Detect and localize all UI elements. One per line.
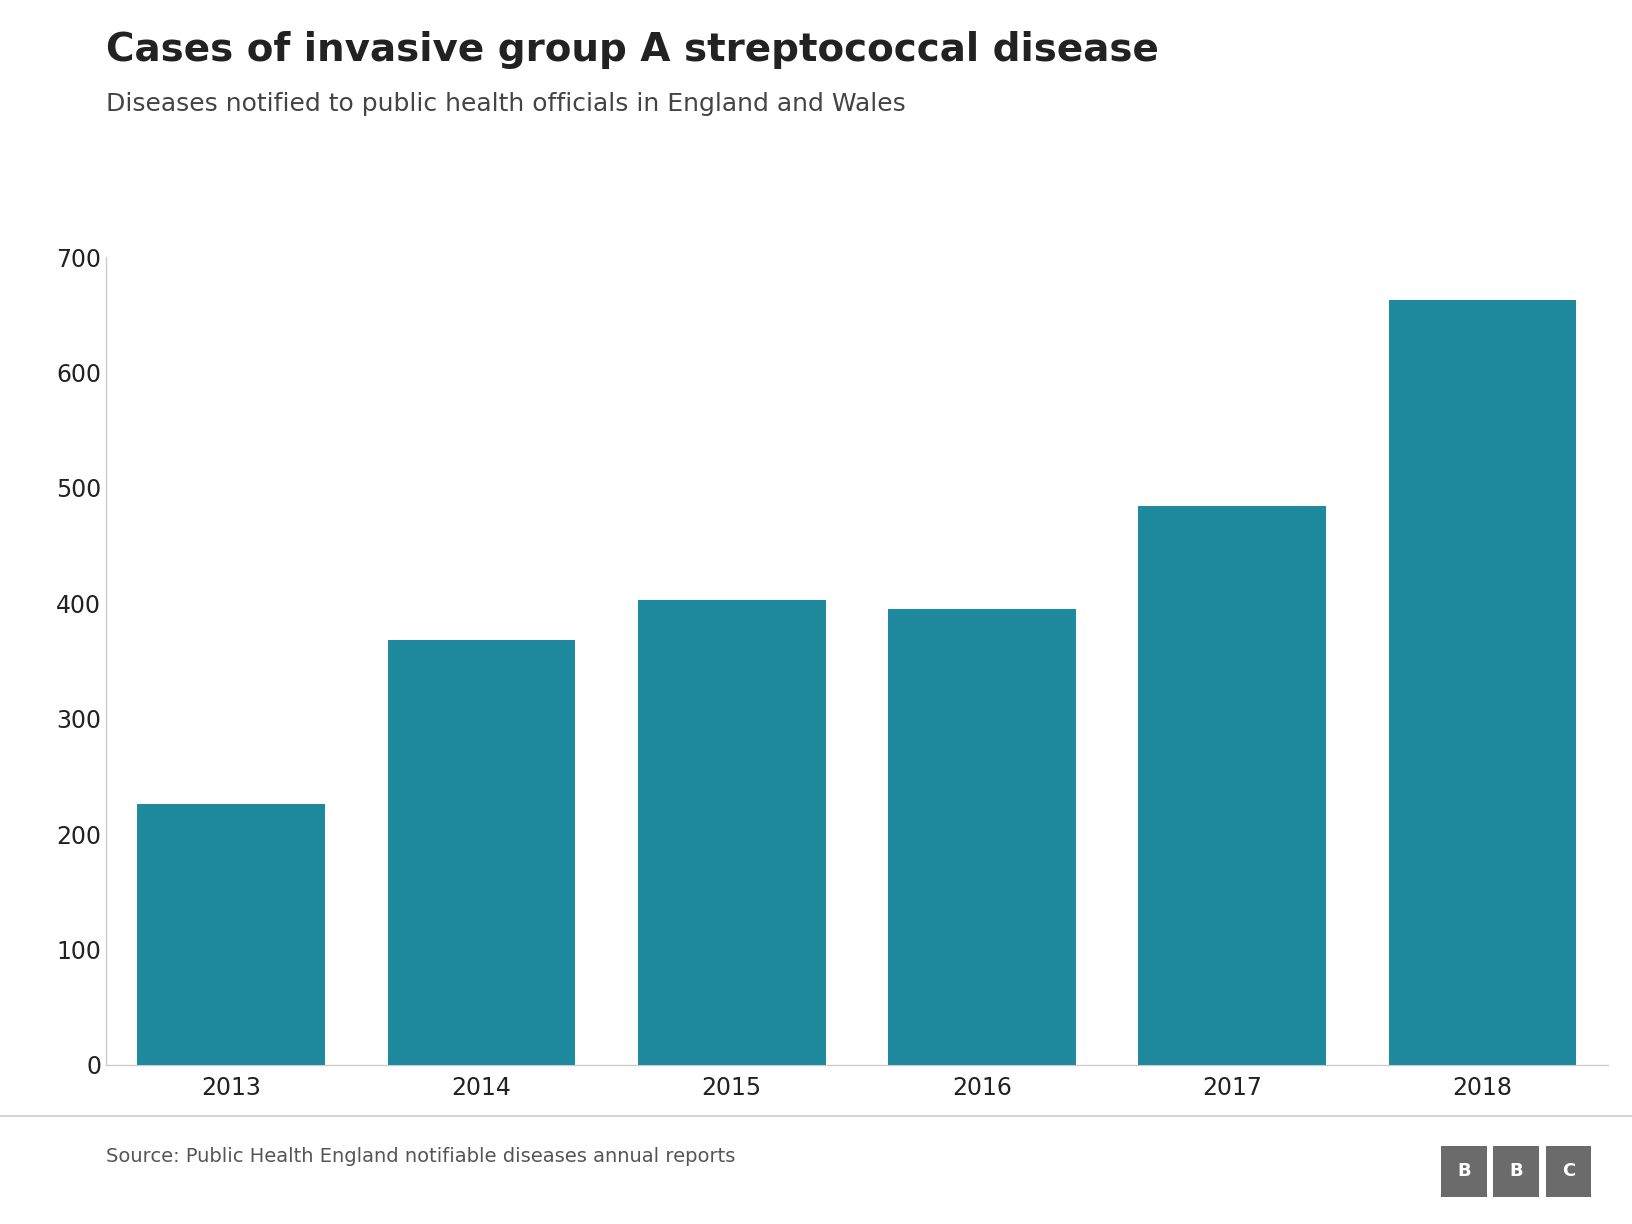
Bar [888,610,1075,1065]
Text: B: B [1510,1163,1523,1180]
Bar [1389,300,1577,1065]
Text: Source: Public Health England notifiable diseases annual reports: Source: Public Health England notifiable… [106,1147,736,1166]
Text: Diseases notified to public health officials in England and Wales: Diseases notified to public health offic… [106,92,906,116]
Text: Cases of invasive group A streptococcal disease: Cases of invasive group A streptococcal … [106,31,1159,69]
Bar [137,804,325,1065]
Text: C: C [1562,1163,1575,1180]
Bar [388,640,576,1065]
Bar [638,600,826,1065]
Text: B: B [1457,1163,1470,1180]
Bar [1139,507,1327,1065]
